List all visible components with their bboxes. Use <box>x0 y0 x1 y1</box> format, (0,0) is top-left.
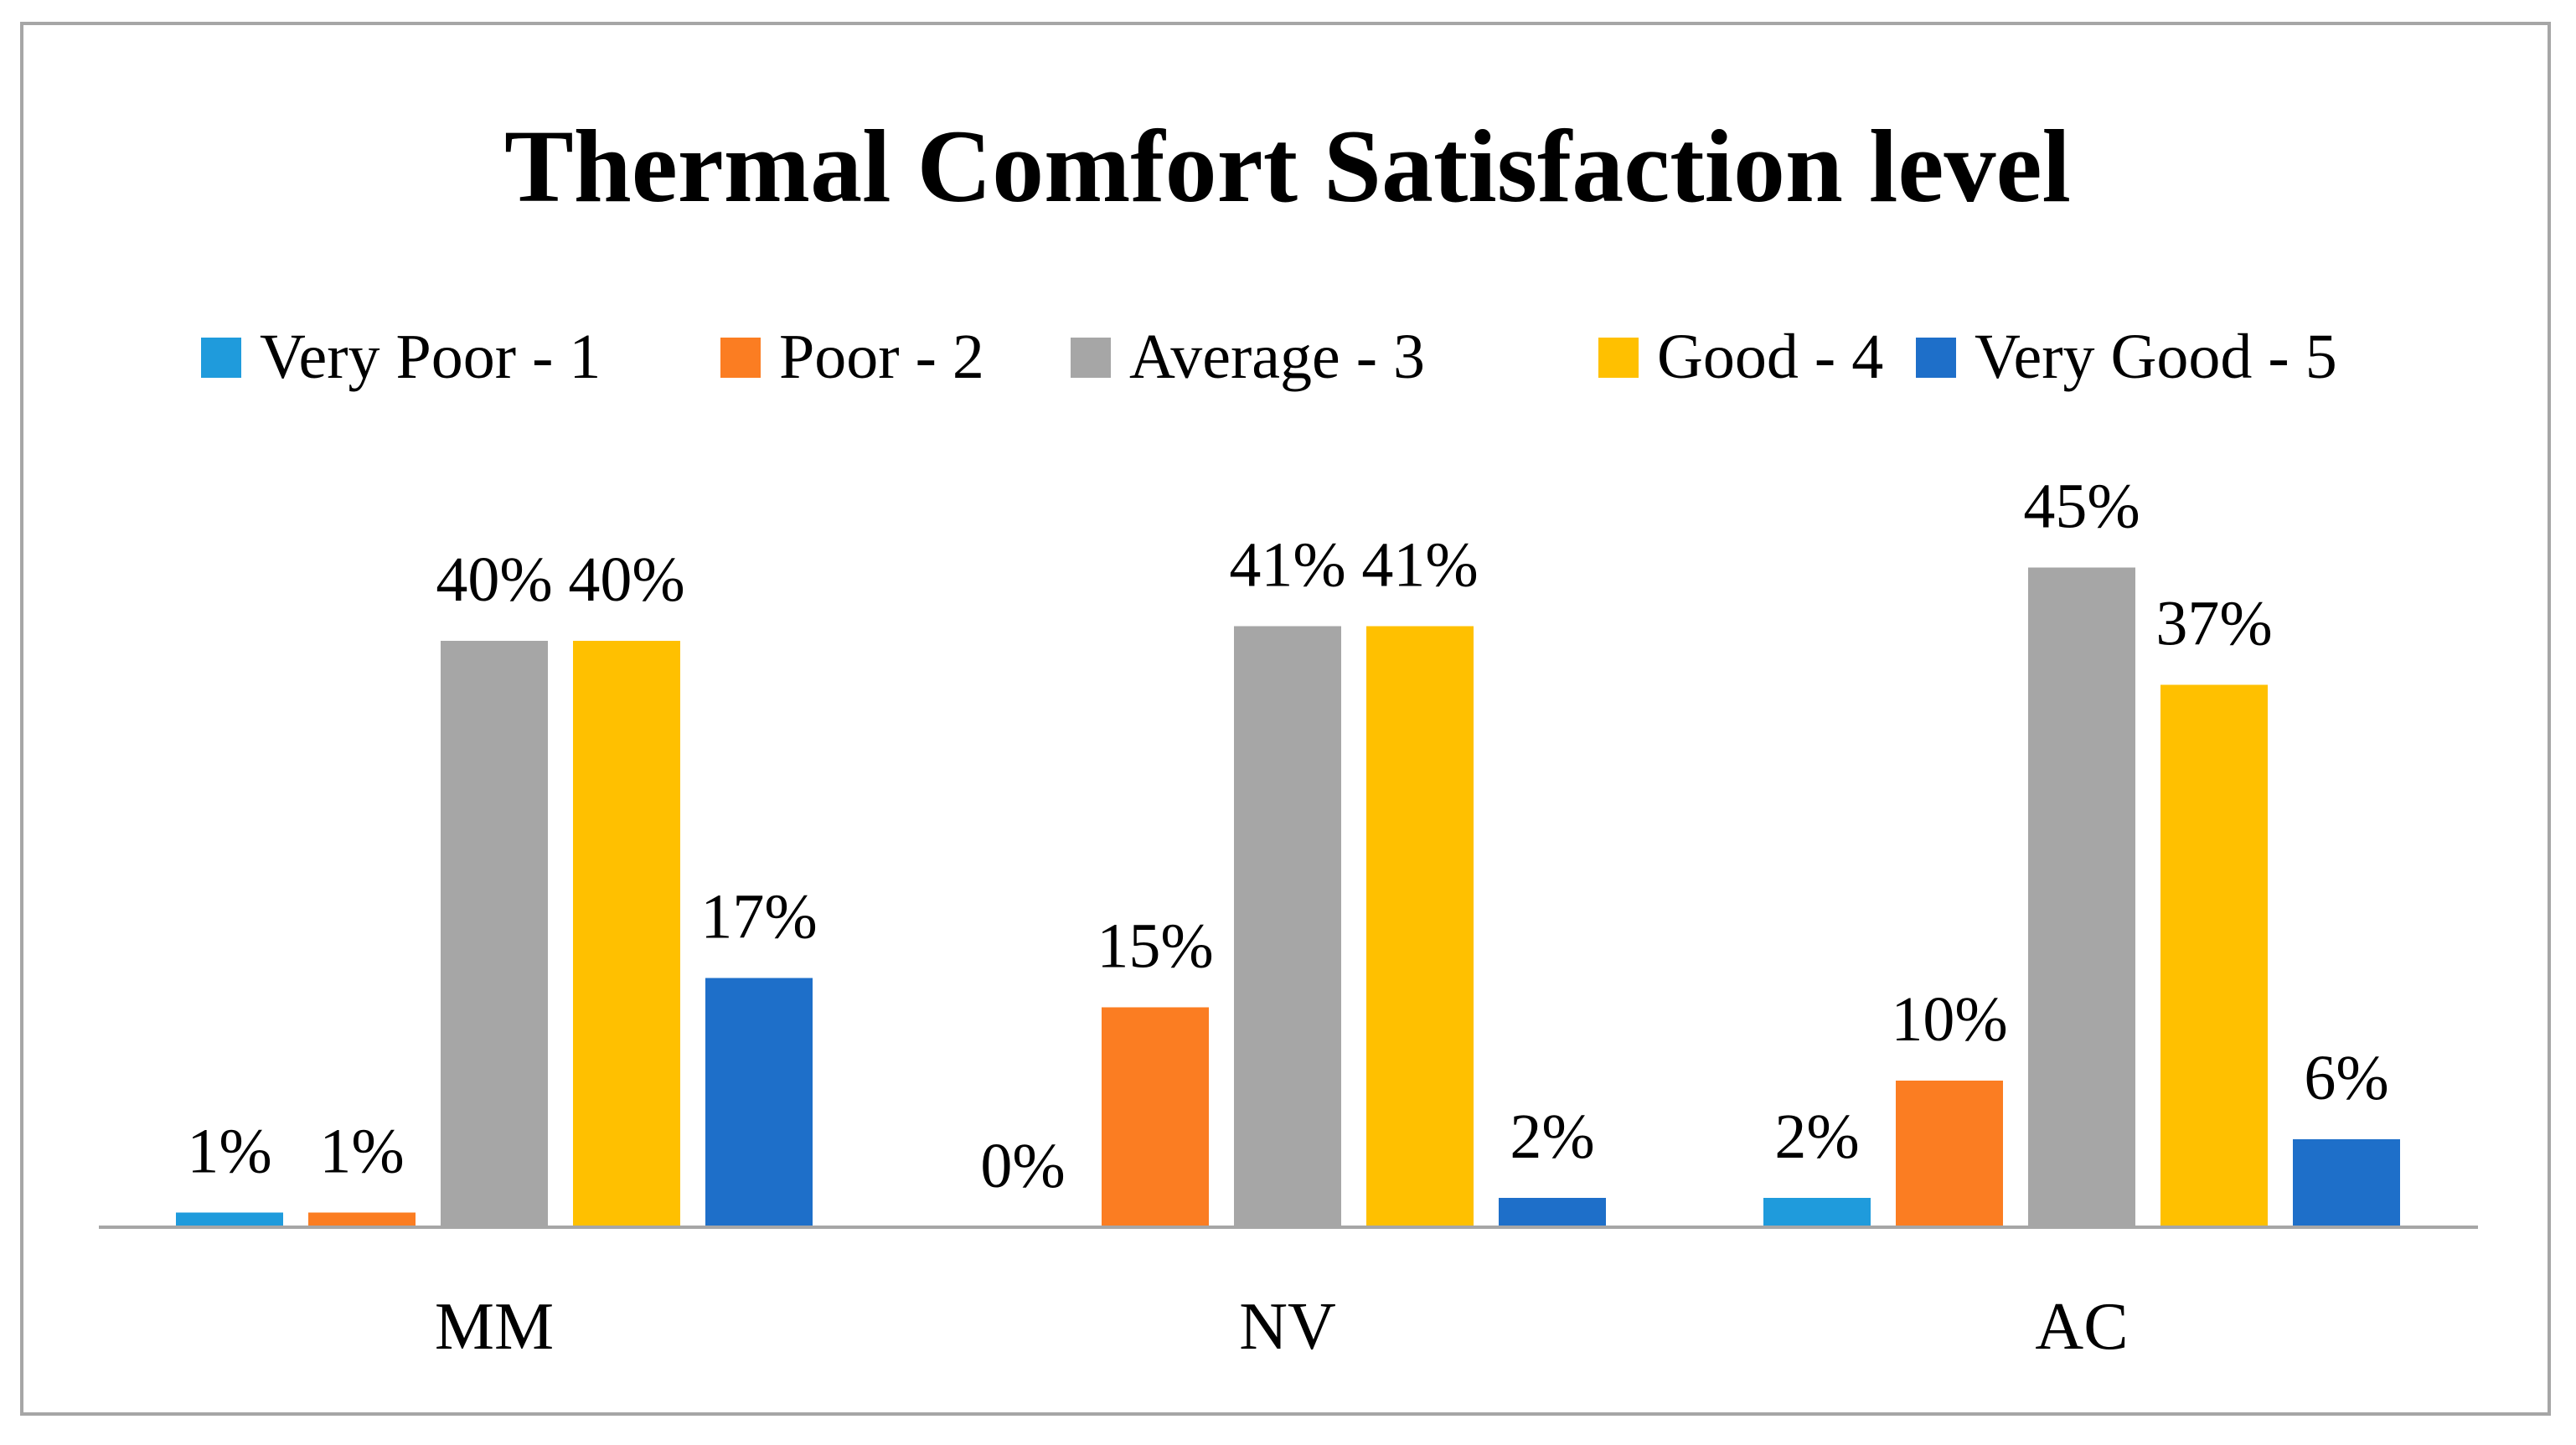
bar-mm-series-2 <box>308 1212 416 1227</box>
legend-swatch-1 <box>201 338 241 378</box>
data-label-nv-series-2: 15% <box>1097 911 1213 982</box>
bar-nv-series-4 <box>1366 626 1474 1227</box>
data-label-ac-series-2: 10% <box>1891 984 2007 1055</box>
data-label-nv-series-4: 41% <box>1361 530 1478 601</box>
legend-swatch-5 <box>1916 338 1956 378</box>
bar-mm-series-3 <box>441 641 548 1227</box>
data-labels: 1% 0% 2% 1% 15% 10% 40% 41% 45% 40% 41% 37% 17% 2% 6% <box>187 472 2388 1202</box>
bar-ac-series-4 <box>2160 684 2268 1227</box>
data-label-nv-series-3: 41% <box>1229 530 1345 601</box>
data-label-ac-series-1: 2% <box>1774 1102 1859 1172</box>
bar-ac-series-1 <box>1763 1198 1871 1227</box>
data-label-ac-series-5: 6% <box>2304 1043 2388 1113</box>
legend-label-4: Good - 4 <box>1657 322 1883 392</box>
data-label-ac-series-3: 45% <box>2023 472 2140 542</box>
category-label-ac: AC <box>2035 1290 2128 1364</box>
legend-label-3: Average - 3 <box>1129 322 1425 392</box>
legend-label-1: Very Poor - 1 <box>260 322 601 392</box>
bar-mm-series-5 <box>705 978 813 1227</box>
data-label-mm-series-1: 1% <box>187 1117 271 1187</box>
data-label-mm-series-4: 40% <box>568 544 684 615</box>
category-labels: MM NV AC <box>435 1290 2129 1364</box>
data-label-nv-series-5: 2% <box>1510 1102 1594 1172</box>
bar-mm-series-4 <box>573 641 680 1227</box>
bars <box>176 567 2400 1227</box>
legend-label-5: Very Good - 5 <box>1975 322 2337 392</box>
legend-swatch-3 <box>1071 338 1111 378</box>
data-label-nv-series-1: 0% <box>980 1131 1065 1201</box>
legend-label-2: Poor - 2 <box>779 322 984 392</box>
bar-ac-series-5 <box>2293 1139 2400 1227</box>
data-label-mm-series-5: 17% <box>700 882 817 952</box>
bar-nv-series-5 <box>1499 1198 1606 1227</box>
legend: Very Poor - 1 Poor - 2 Average - 3 Good - 4… <box>201 322 2337 392</box>
bar-nv-series-3 <box>1234 626 1341 1227</box>
bar-mm-series-1 <box>176 1212 283 1227</box>
bar-ac-series-2 <box>1896 1081 2003 1227</box>
bar-nv-series-2 <box>1102 1007 1209 1227</box>
category-label-mm: MM <box>435 1290 554 1364</box>
legend-swatch-2 <box>720 338 761 378</box>
legend-swatch-4 <box>1598 338 1639 378</box>
data-label-mm-series-2: 1% <box>319 1117 404 1187</box>
category-label-nv: NV <box>1239 1290 1336 1364</box>
data-label-mm-series-3: 40% <box>436 544 552 615</box>
bar-ac-series-3 <box>2028 567 2135 1227</box>
data-label-ac-series-4: 37% <box>2155 589 2272 659</box>
chart-title: Thermal Comfort Satisfaction level <box>504 109 2071 224</box>
